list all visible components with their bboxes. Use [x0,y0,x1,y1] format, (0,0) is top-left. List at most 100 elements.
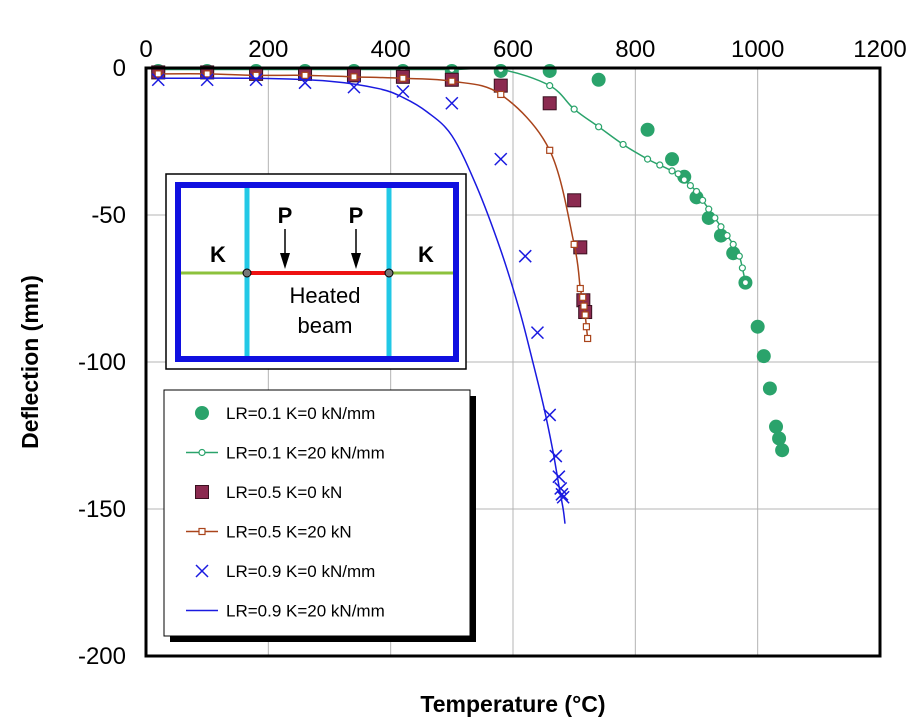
data-point [699,196,707,204]
y-tick-label: 0 [113,55,126,82]
x-tick-label: 800 [615,36,655,63]
data-point [546,82,554,90]
x-tick-label: 200 [248,36,288,63]
x-tick-labels: 0 200 400 600 800 1000 1200 [139,36,906,63]
data-point [668,167,676,175]
y-tick-label: -100 [78,349,126,376]
data-point [530,326,544,340]
data-point [552,470,566,484]
data-point [769,419,784,434]
legend-swatch-marker [198,527,206,536]
data-point [493,78,508,93]
data-point [301,71,309,79]
data-point [741,279,750,287]
x-marker-stroke [552,470,566,484]
data-point [556,490,570,504]
data-point [656,161,664,169]
x-tick-label: 1000 [731,36,784,63]
x-marker-stroke [347,80,361,94]
x-tick-label: 1200 [853,36,906,63]
data-point [580,302,588,310]
legend-label: LR=0.5 K=0 kN [226,483,342,502]
legend-swatch-marker [195,406,209,420]
x-marker-stroke [445,96,459,110]
plot-frame [144,66,882,658]
series-layer [151,63,790,524]
x-marker-stroke [555,487,569,501]
y-tick-label: -200 [78,643,126,670]
data-point [711,214,719,222]
data-point [542,63,557,78]
data-point [591,72,606,87]
data-point [640,122,655,137]
x-marker-stroke [494,152,508,166]
right-spring-label: K [418,242,434,267]
y-tick-labels: 0 -50 -100 -150 -200 [78,55,126,670]
heated-beam-label-line1: Heated [290,283,361,308]
data-point [448,77,456,85]
data-point [775,443,790,458]
x-marker-stroke [518,249,532,263]
data-point [154,70,162,78]
data-point [619,140,627,149]
data-point [567,193,582,208]
data-point [723,231,731,240]
data-point [570,240,578,248]
legend-swatch-marker [195,564,209,578]
data-point [717,223,725,231]
data-point [762,381,777,396]
data-point [579,293,587,301]
load-left-arrowhead [280,253,290,269]
data-point [643,155,652,163]
data-point [750,319,765,334]
x-axis-title: Temperature (°C) [420,691,605,717]
data-point [200,73,214,87]
legend-item: LR=0.9 K=0 kN/mm [195,562,375,581]
data-point [729,240,737,248]
data-point [570,105,578,113]
data-point [497,90,505,99]
series-line [158,73,589,339]
series-line [158,77,566,524]
inset-frame [175,182,459,362]
data-point [549,449,563,463]
data-point [350,73,358,81]
data-point [249,73,263,87]
x-tick-label: 600 [493,36,533,63]
legend-item: LR=0.9 K=20 kN/mm [186,602,385,621]
legend-swatch-marker [195,485,209,499]
heated-beam-label-line2: beam [297,313,352,338]
x-tick-label: 0 [139,36,152,63]
legend-label: LR=0.9 K=20 kN/mm [226,602,385,621]
data-point [518,249,532,263]
data-point [595,123,603,131]
series-6 [158,77,566,524]
left-spring-label: K [210,242,226,267]
beam-diagram-inset: K K P P Heated beam [165,173,467,370]
series-5 [151,73,570,504]
data-point [665,152,680,167]
data-point [576,284,584,293]
data-point [555,487,569,501]
y-axis-title: Deflection (mm) [17,275,43,449]
data-point [546,146,554,154]
load-right-arrowhead [351,253,361,269]
left-hinge [242,268,252,278]
x-marker-stroke [249,73,263,87]
load-left-label: P [278,203,293,228]
data-point [756,349,771,364]
data-point [584,334,592,343]
data-point [705,205,713,213]
y-tick-label: -150 [78,496,126,523]
x-marker-stroke [151,73,165,87]
x-marker-stroke [554,481,568,495]
data-point [298,76,312,90]
legend-item: LR=0.1 K=20 kN/mm [186,444,385,463]
data-point [692,187,701,196]
data-point [542,96,557,111]
data-point [399,74,407,82]
legend-item: LR=0.5 K=20 kN [186,523,352,542]
legend-swatch-marker [198,448,206,457]
legend-label: LR=0.5 K=20 kN [226,523,352,542]
data-point [674,170,682,178]
